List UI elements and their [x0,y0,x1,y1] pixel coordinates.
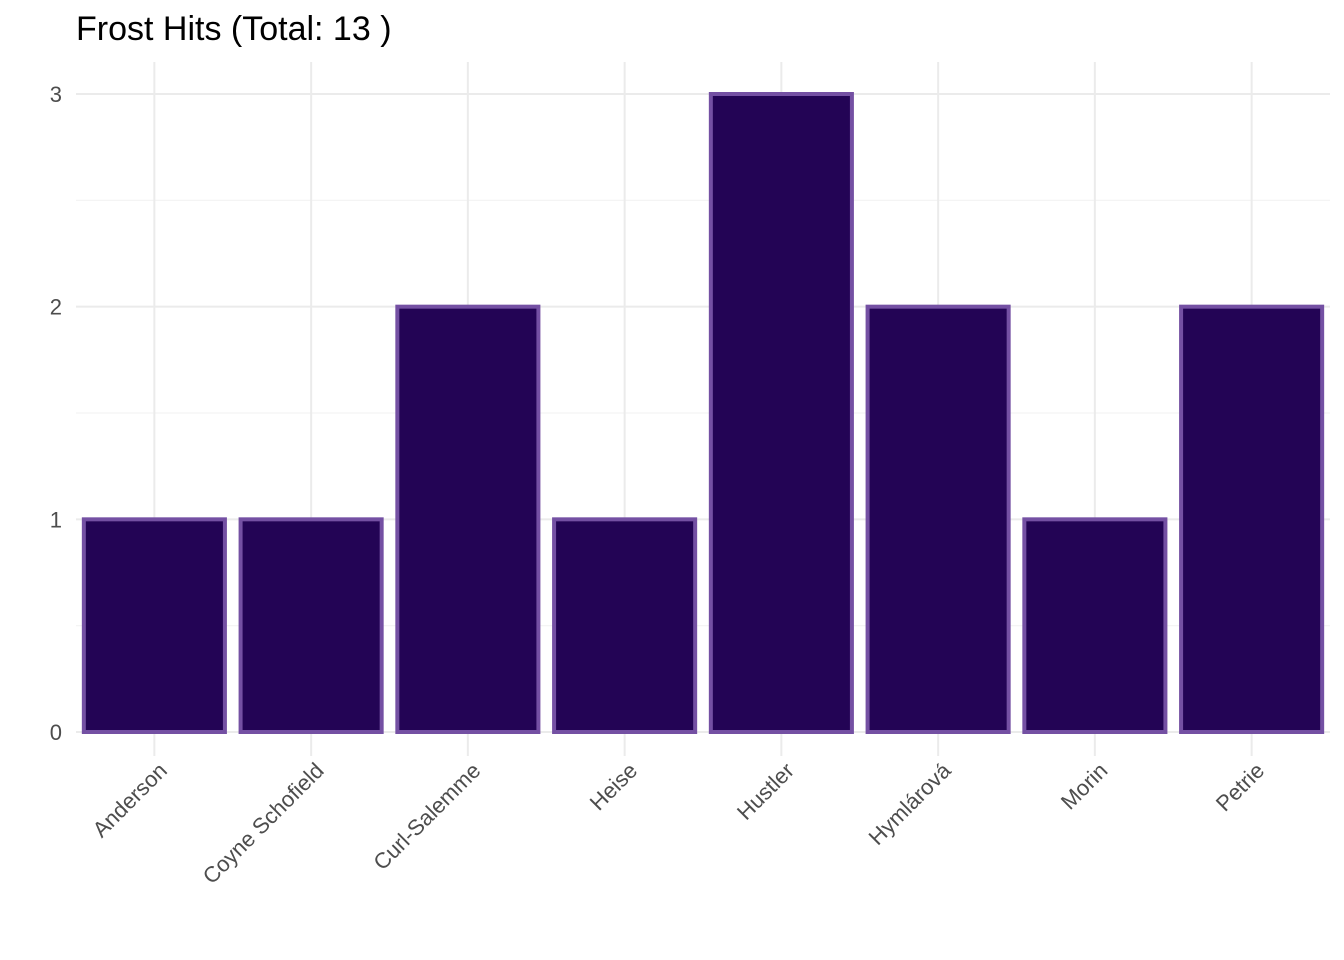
x-tick-label: Hymlárová [864,757,957,850]
bar [1022,517,1168,734]
bar [552,517,698,734]
x-tick-label: Heise [585,758,642,815]
x-axis-ticks: Anderson Coyne Schofield Curl-Salemme Heise… [88,757,1270,889]
y-tick-label: 0 [50,720,62,745]
y-tick-label: 1 [50,507,62,532]
bar [395,304,541,734]
y-axis-ticks: 0 1 2 3 [50,82,62,745]
bar [238,517,384,734]
x-tick-label: Petrie [1211,758,1269,816]
bar [1179,304,1325,734]
y-tick-label: 3 [50,82,62,107]
x-tick-label: Anderson [88,758,172,842]
x-tick-label: Curl-Salemme [368,758,485,875]
x-tick-label: Hustler [732,758,799,825]
bars [81,92,1325,734]
x-tick-label: Coyne Schofield [198,758,329,889]
chart-title: Frost Hits (Total: 13 ) [76,10,392,48]
bar [708,92,854,734]
x-tick-label: Morin [1056,758,1113,815]
bar [865,304,1011,734]
y-tick-label: 2 [50,295,62,320]
bar [81,517,227,734]
